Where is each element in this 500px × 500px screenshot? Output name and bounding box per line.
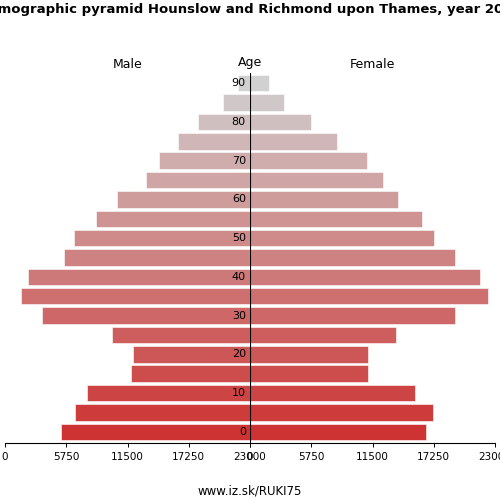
Bar (250, 152, 367, 169)
Bar (112, 327, 250, 343)
Bar (133, 346, 250, 362)
Bar (117, 191, 250, 208)
Bar (250, 230, 434, 246)
Title: Female: Female (350, 58, 395, 71)
Bar (87, 385, 250, 402)
Bar (250, 424, 426, 440)
Bar (238, 75, 250, 92)
Text: www.iz.sk/RUKI75: www.iz.sk/RUKI75 (198, 484, 302, 498)
Text: 30: 30 (232, 310, 246, 320)
Bar (250, 114, 310, 130)
Text: 10: 10 (232, 388, 246, 398)
Bar (160, 152, 250, 169)
Bar (250, 327, 396, 343)
Text: 90: 90 (232, 78, 246, 88)
Bar (250, 250, 454, 266)
Bar (250, 404, 433, 420)
Text: demographic pyramid Hounslow and Richmond upon Thames, year 2019: demographic pyramid Hounslow and Richmon… (0, 2, 500, 16)
Bar (198, 114, 250, 130)
Bar (250, 172, 383, 188)
Text: 50: 50 (232, 233, 246, 243)
Bar (250, 385, 415, 402)
Bar (42, 308, 250, 324)
Bar (250, 94, 284, 111)
Bar (74, 230, 250, 246)
Bar (250, 366, 368, 382)
Bar (250, 268, 480, 285)
Bar (28, 268, 250, 285)
Bar (250, 346, 368, 362)
Bar (250, 210, 422, 227)
Text: 60: 60 (232, 194, 246, 204)
Bar (21, 288, 250, 304)
Text: 0: 0 (239, 427, 246, 437)
Bar (250, 191, 398, 208)
Bar (146, 172, 250, 188)
Bar (250, 308, 454, 324)
Bar (130, 366, 250, 382)
Bar (224, 94, 250, 111)
Bar (64, 250, 250, 266)
Text: 40: 40 (232, 272, 246, 282)
Text: 70: 70 (232, 156, 246, 166)
Bar (250, 75, 269, 92)
Bar (250, 133, 338, 150)
Bar (76, 404, 250, 420)
Text: 80: 80 (232, 117, 246, 127)
Bar (96, 210, 250, 227)
Bar (178, 133, 250, 150)
Text: Age: Age (238, 56, 262, 69)
Bar (62, 424, 250, 440)
Text: 20: 20 (232, 350, 246, 360)
Title: Male: Male (112, 58, 142, 71)
Bar (250, 288, 488, 304)
